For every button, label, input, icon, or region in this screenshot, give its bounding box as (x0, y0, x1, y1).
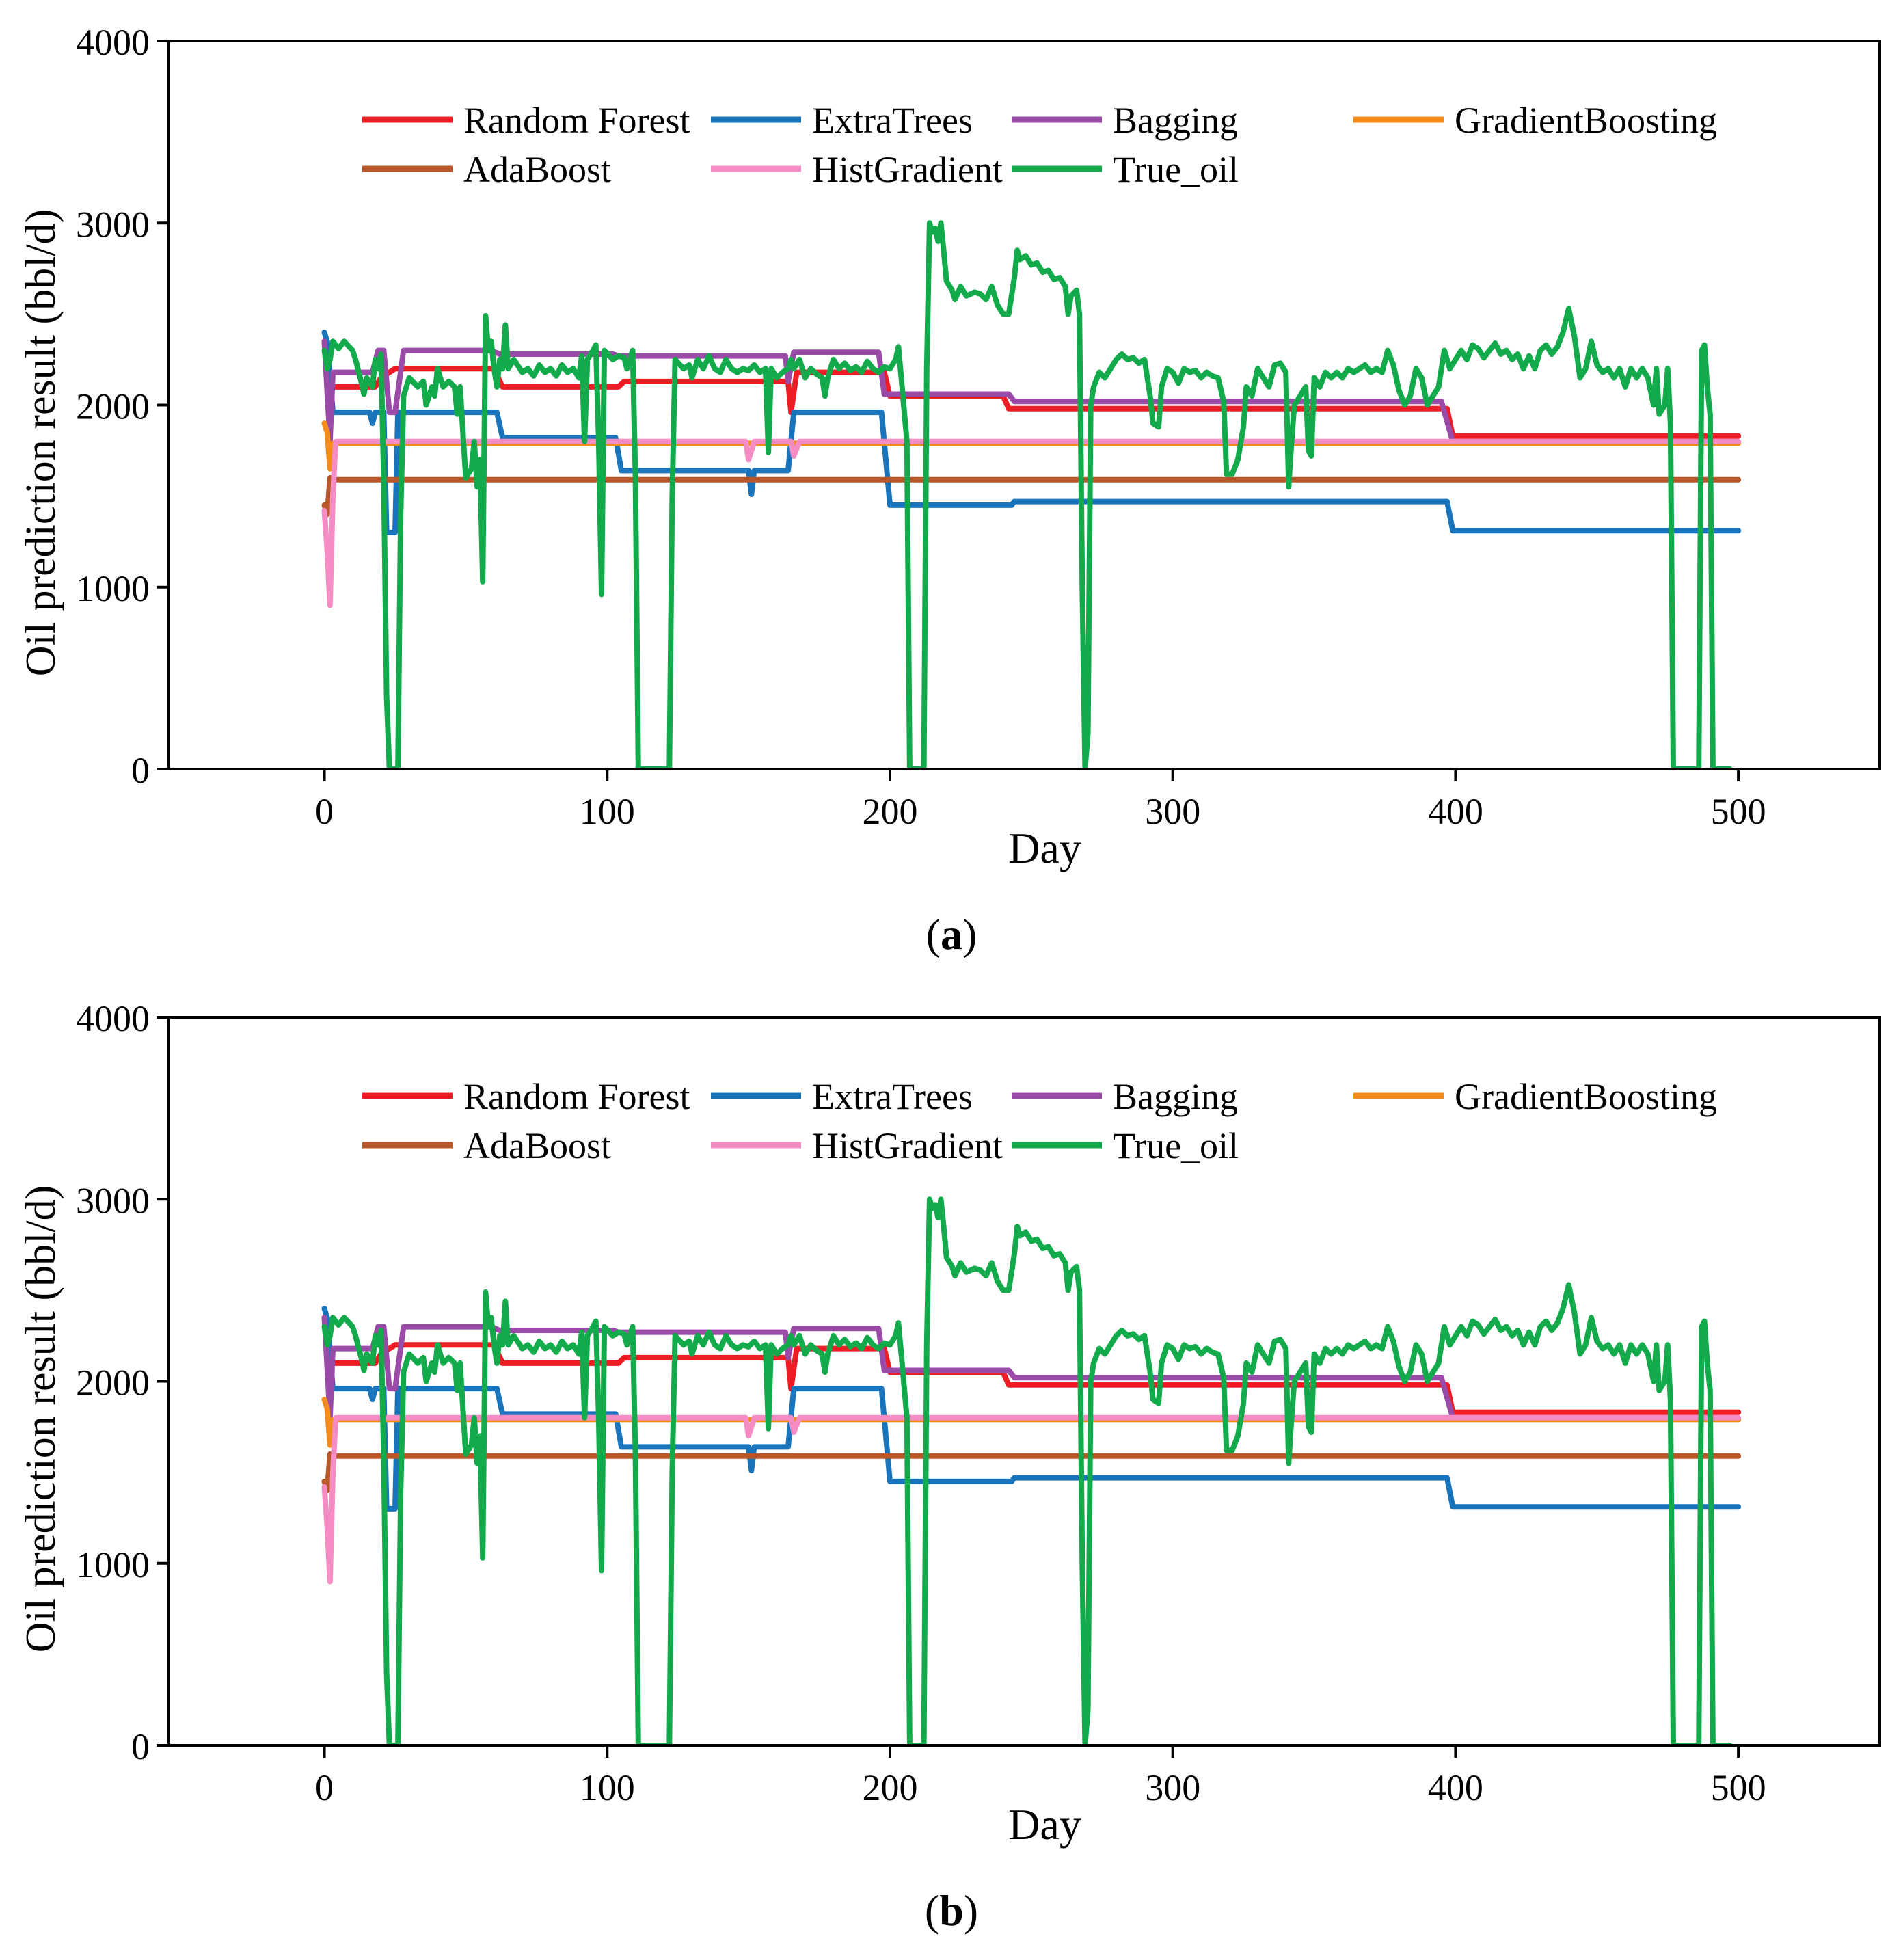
legend-label: Bagging (1113, 1076, 1238, 1117)
chart-panel-a: 0 1000 2000 3000 4000 0 100 200 300 400 500 Day Oil … (0, 0, 1903, 902)
series-line-true-oil (321, 220, 1733, 769)
chart-a: 0 1000 2000 3000 4000 0 100 200 300 400 500 Day Oil … (18, 22, 1881, 872)
x-tick-label: 500 (1711, 1767, 1766, 1808)
legend-label: True_oil (1113, 1125, 1239, 1166)
y-tick-label: 2000 (76, 386, 150, 427)
x-tick-label: 400 (1428, 1767, 1483, 1808)
x-tick-label: 300 (1145, 1767, 1200, 1808)
x-tick-label: 100 (580, 791, 635, 832)
y-axis-label: Oil prediction result (bbl/d) (18, 209, 64, 677)
series-line-extratrees (321, 1306, 1742, 1512)
legend-label: HistGradient (812, 149, 1003, 190)
legend-label: GradientBoosting (1455, 1076, 1717, 1117)
x-tick-label: 300 (1145, 791, 1200, 832)
y-tick-label: 4000 (76, 22, 150, 63)
legend-label: AdaBoost (463, 149, 611, 190)
x-tick-label: 0 (315, 1767, 334, 1808)
legend-label: Random Forest (463, 1076, 690, 1117)
caption-b-label: b (939, 1886, 964, 1935)
series-line-gradientboosting (321, 420, 1742, 472)
legend-label: AdaBoost (463, 1125, 611, 1166)
series-line-random-forest (321, 1315, 1742, 1415)
series-line-gradientboosting (321, 1397, 1742, 1448)
y-tick-label: 1000 (76, 1544, 150, 1585)
y-tick-label: 2000 (76, 1362, 150, 1404)
legend-label: Random Forest (463, 100, 690, 141)
y-axis-label: Oil prediction result (bbl/d) (18, 1185, 64, 1653)
chart-panel-b: 0 1000 2000 3000 4000 0 100 200 300 400 500 Day Oil … (0, 976, 1903, 1879)
series-line-adaboost (321, 475, 1742, 518)
y-tick-label: 0 (131, 1726, 150, 1767)
legend-label: HistGradient (812, 1125, 1003, 1166)
x-tick-label: 200 (862, 1767, 917, 1808)
x-axis-label: Day (1008, 1800, 1081, 1849)
legend-label: GradientBoosting (1455, 100, 1717, 141)
plot-area (321, 1196, 1742, 1745)
x-tick-label: 500 (1711, 791, 1766, 832)
legend-label: ExtraTrees (812, 100, 973, 141)
series-line-true-oil (321, 1196, 1733, 1745)
caption-a: (a) (926, 910, 977, 958)
series-line-adaboost (321, 1451, 1742, 1494)
y-tick-label: 0 (131, 750, 150, 791)
caption-b: (b) (924, 1886, 979, 1935)
y-tick-label: 3000 (76, 1180, 150, 1221)
legend: Random Forest ExtraTrees Bagging GradientBo… (362, 1076, 1717, 1166)
x-tick-label: 200 (862, 791, 917, 832)
y-tick-label: 3000 (76, 204, 150, 245)
legend-label: Bagging (1113, 100, 1238, 141)
chart-b: 0 1000 2000 3000 4000 0 100 200 300 400 500 Day Oil … (18, 998, 1881, 1849)
x-tick-label: 0 (315, 791, 334, 832)
y-tick-label: 1000 (76, 568, 150, 609)
x-axis-label: Day (1008, 824, 1081, 872)
series-line-random-forest (321, 338, 1742, 439)
caption-a-label: a (941, 910, 962, 958)
x-tick-label: 400 (1428, 791, 1483, 832)
series-line-histgradient (321, 438, 1742, 608)
series-line-extratrees (321, 330, 1742, 535)
plot-area (321, 220, 1742, 769)
series-line-histgradient (321, 1414, 1742, 1585)
legend-label: True_oil (1113, 149, 1239, 190)
x-tick-label: 100 (580, 1767, 635, 1808)
legend: Random Forest ExtraTrees Bagging GradientBo… (362, 100, 1717, 190)
y-tick-label: 4000 (76, 998, 150, 1039)
legend-label: ExtraTrees (812, 1076, 973, 1117)
